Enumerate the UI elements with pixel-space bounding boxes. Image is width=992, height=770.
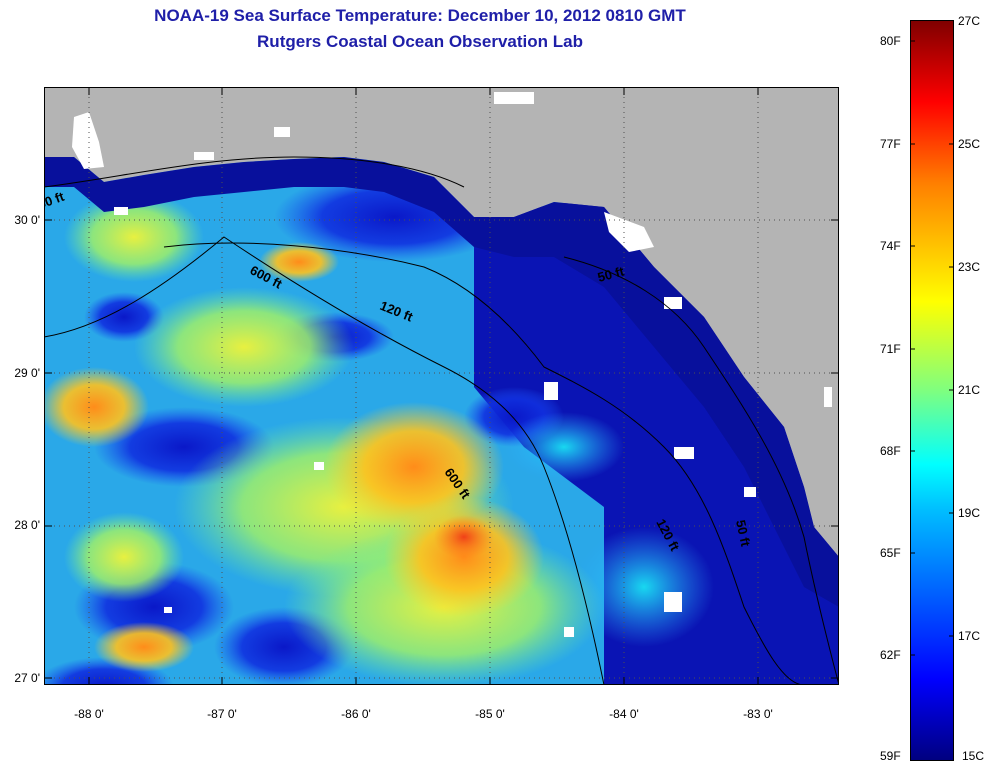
- colorbar-f-label: 65F: [880, 546, 901, 560]
- map-frame: [44, 87, 839, 685]
- contour-label: 50 ft: [733, 519, 753, 549]
- colorbar-ticks: [910, 40, 954, 656]
- lat-label: 30 0': [14, 213, 40, 227]
- colorbar-f-label: 68F: [880, 444, 901, 458]
- colorbar-c-label: 21C: [958, 383, 981, 397]
- warm-core: [259, 242, 339, 282]
- colorbar-c-label: 17C: [958, 629, 981, 643]
- colorbar-f-label: 71F: [880, 342, 901, 356]
- warm-patch: [134, 287, 354, 407]
- sst-map: 50 ft 600 ft 120 ft 50 ft 600 ft 120 ft …: [44, 87, 839, 685]
- land: [44, 87, 839, 557]
- lat-label: 28 0': [14, 518, 40, 532]
- lat-label: 29 0': [14, 366, 40, 380]
- hot-core: [434, 515, 494, 559]
- colorbar-f-label: 77F: [880, 137, 901, 151]
- cool-patch: [504, 412, 624, 482]
- map-title: NOAA-19 Sea Surface Temperature: Decembe…: [154, 6, 686, 25]
- map-ticks: [44, 87, 839, 685]
- colorbar-f-label: 80F: [880, 34, 901, 48]
- nearshore-cold-band: [44, 157, 839, 607]
- lat-label: 27 0': [14, 671, 40, 685]
- warm-core: [94, 622, 194, 672]
- colorbar-f-label: 59F: [880, 749, 901, 763]
- lon-label: -84 0': [609, 707, 639, 721]
- colorbar-ramp: [910, 20, 954, 761]
- colorbar-f-label: 62F: [880, 648, 901, 662]
- warm-patch: [64, 512, 184, 602]
- lon-label: -83 0': [743, 707, 773, 721]
- lon-label: -88 0': [74, 707, 104, 721]
- colorbar-c-label: 25C: [958, 137, 981, 151]
- contour-label: 50 ft: [596, 263, 626, 285]
- colorbar-c-label: 15C: [962, 749, 985, 763]
- warm-core: [44, 367, 149, 447]
- map-subtitle: Rutgers Coastal Ocean Observation Lab: [257, 32, 583, 51]
- lon-label: -87 0': [207, 707, 237, 721]
- temperature-colorbar: [910, 20, 954, 761]
- cool-patch: [574, 527, 714, 647]
- colorbar-c-label: 27C: [958, 14, 981, 28]
- warm-patch: [64, 192, 204, 282]
- cloud-cover: [72, 92, 832, 637]
- lon-label: -85 0': [475, 707, 505, 721]
- colorbar-c-label: 19C: [958, 506, 981, 520]
- colorbar-f-label: 74F: [880, 239, 901, 253]
- colorbar-c-label: 23C: [958, 260, 981, 274]
- lon-label: -86 0': [341, 707, 371, 721]
- bathymetry-contours: [44, 156, 839, 685]
